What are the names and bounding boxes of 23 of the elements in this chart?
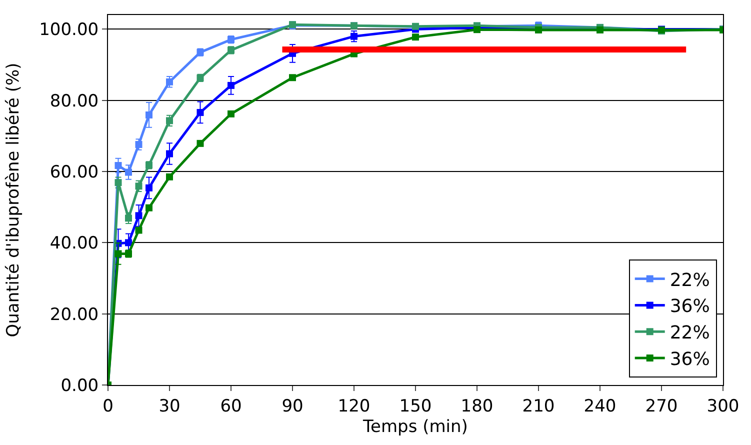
x-tick-label: 210 [522,396,555,416]
x-tick-label: 90 [282,396,304,416]
y-tick-label: 60.00 [50,162,99,182]
x-tick-label: 0 [102,396,114,416]
y-tick-label: 0.00 [60,376,99,396]
x-tick-label: 120 [338,396,370,416]
legend-label: 22% [670,322,710,344]
x-tick-label: 60 [220,396,242,416]
x-tick-label: 240 [584,396,616,416]
legend-label: 22% [670,270,710,291]
x-tick-label: 300 [706,396,740,416]
x-tick-label: 30 [158,396,180,416]
y-tick-label: 80.00 [50,91,99,112]
legend-label: 36% [670,349,710,370]
legend-label: 36% [670,296,710,318]
x-tick-label: 180 [460,396,494,416]
y-tick-label: 20.00 [50,304,99,325]
y-axis-title: Quantité d'ibuprofène libéré (%) [4,62,24,338]
x-axis-title: Temps (min) [362,416,468,437]
x-tick-label: 270 [645,396,678,416]
y-tick-label: 40.00 [50,234,99,254]
x-tick-label: 150 [399,396,432,416]
y-tick-label: 100.00 [39,20,99,40]
